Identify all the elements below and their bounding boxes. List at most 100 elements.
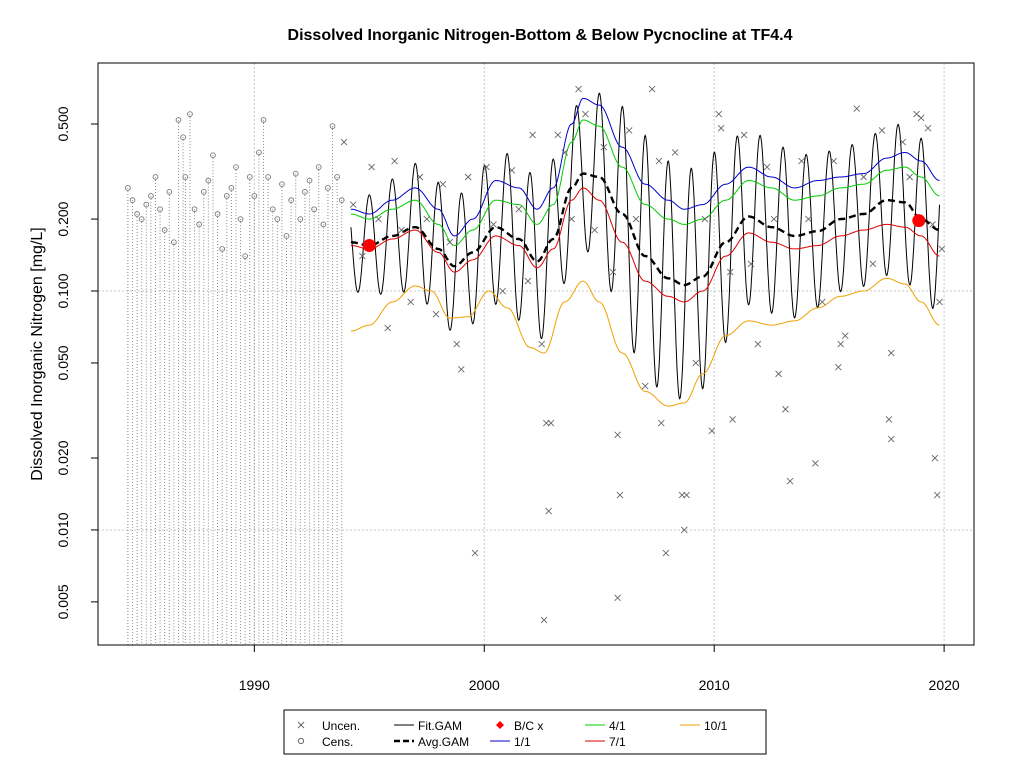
censored-point	[200, 189, 207, 195]
uncensored-point	[616, 491, 624, 499]
censored-point	[256, 149, 262, 156]
uncensored-point	[655, 157, 663, 165]
uncensored-point	[575, 85, 582, 93]
plot-frame	[97, 62, 975, 646]
censored-point	[274, 216, 281, 222]
censored-point	[125, 185, 131, 191]
legend-box	[283, 709, 767, 755]
avg-gam-line	[350, 172, 940, 287]
legend-item-s11: 1/1	[490, 735, 531, 749]
uncensored-point	[680, 526, 688, 534]
uncensored-point	[600, 143, 608, 151]
uncensored-point	[483, 163, 490, 171]
uncensored-point	[729, 416, 736, 423]
x-tick-label: 2010	[699, 677, 730, 693]
uncensored-point	[929, 221, 936, 228]
censored-point	[292, 170, 299, 177]
uncensored-point	[540, 616, 548, 624]
chart-title: Dissolved Inorganic Nitrogen-Bottom & Be…	[288, 27, 793, 44]
legend-label-s101: 10/1	[704, 719, 728, 733]
censored-point	[338, 197, 345, 204]
censored-point	[219, 246, 226, 252]
series-4-1-line	[350, 119, 940, 247]
x-tick-label: 1990	[239, 677, 270, 693]
uncensored-point	[614, 431, 621, 439]
censored-point	[187, 111, 193, 117]
uncensored-point	[835, 363, 842, 371]
legend-item-s71: 7/1	[585, 735, 626, 749]
censored-point	[191, 206, 198, 213]
uncensored-point	[439, 180, 447, 188]
uncensored-point	[529, 131, 536, 139]
legend-item-fit: Fit.GAM	[394, 719, 462, 733]
uncensored-point	[899, 138, 907, 146]
uncensored-point	[837, 340, 844, 348]
uncensored-point	[818, 298, 826, 306]
uncensored-point	[384, 324, 392, 332]
uncensored-point	[805, 215, 812, 223]
censored-point	[205, 177, 212, 184]
censored-point	[157, 206, 163, 213]
censored-point	[283, 233, 290, 239]
bc-marker-icon	[496, 721, 504, 729]
uncensored-point	[913, 110, 920, 118]
uncensored-point	[740, 131, 748, 139]
uncensored-point	[416, 173, 424, 181]
censored-point	[175, 117, 182, 123]
legend-item-bc: B/C x	[496, 719, 543, 733]
censored-point	[171, 239, 177, 246]
censored-point	[288, 197, 294, 204]
uncensored-point	[708, 427, 716, 435]
y-tick-label: 0.010	[55, 512, 71, 547]
uncensored-point	[407, 298, 415, 306]
censored-point	[210, 152, 216, 159]
y-tick-label: 0.005	[55, 584, 71, 619]
uncensored-point	[936, 298, 943, 306]
baseline-change-point	[912, 214, 926, 228]
uncensored-point	[457, 366, 465, 373]
uncensored-points	[340, 85, 946, 624]
uncensored-point	[726, 268, 734, 276]
uncensored-point	[464, 173, 472, 181]
uncensored-point	[432, 310, 440, 318]
y-tick-label: 0.050	[55, 345, 71, 380]
uncensored-point	[853, 105, 861, 112]
uncensored-point	[906, 173, 913, 181]
uncensored-point	[715, 110, 723, 118]
censored-point	[180, 134, 186, 141]
censored-point	[237, 216, 244, 222]
censored-point	[138, 216, 145, 222]
censored-point	[134, 211, 140, 217]
uncensored-point	[375, 215, 382, 223]
censored-point	[329, 123, 336, 129]
uncensored-point	[812, 460, 819, 467]
uncensored-point	[538, 340, 546, 348]
uncensored-point	[933, 491, 941, 499]
y-axis-label: Dissolved Inorganic Nitrogen [mg/L]	[29, 227, 46, 480]
uncensored-point	[568, 215, 575, 223]
uncensored-point	[931, 454, 939, 462]
uncensored-point	[515, 205, 523, 213]
legend-label-cens: Cens.	[322, 735, 353, 749]
legend-label-s71: 7/1	[609, 735, 626, 749]
uncensored-point	[446, 238, 454, 246]
censored-point	[223, 193, 230, 199]
censored-point	[297, 216, 304, 222]
uncensored-point	[786, 477, 794, 485]
x-axis: 1990 2000 2010 2020	[239, 645, 960, 693]
y-axis: 0.005 0.010 0.020 0.050 0.100 0.200 0.500	[55, 106, 98, 619]
censored-point	[279, 181, 285, 188]
uncensored-point	[582, 110, 589, 118]
legend-label-s11: 1/1	[514, 735, 531, 749]
uncensored-point	[657, 419, 665, 427]
censored-point	[148, 193, 154, 199]
censored-point	[242, 253, 248, 259]
y-tick-label: 0.020	[55, 440, 71, 475]
grid-lines	[98, 63, 974, 645]
uncensored-point	[641, 382, 649, 390]
legend-label-s41: 4/1	[609, 719, 626, 733]
uncensored-point	[869, 260, 877, 268]
uncensored-point	[423, 215, 431, 223]
uncensored-point	[662, 549, 670, 557]
